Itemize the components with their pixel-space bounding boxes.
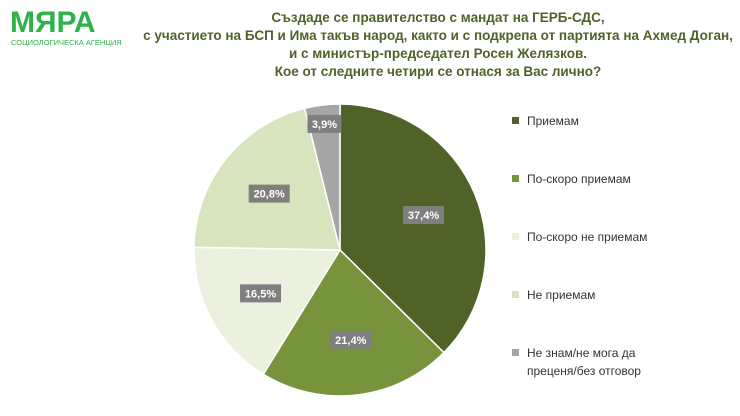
chart-title: Кое от следните четири се отнася за Вас … (275, 64, 601, 79)
pie-slice (262, 248, 445, 397)
value-label: 37,4% (408, 210, 439, 222)
legend-swatch (512, 117, 519, 124)
chart-title: с участието на БСП и Има такъв народ, ка… (143, 28, 733, 43)
value-label: 21,4% (335, 335, 366, 347)
pie-slice (193, 107, 341, 251)
legend-label: По-скоро приемам (527, 172, 631, 186)
value-label-bg (240, 284, 282, 303)
legend-item: Не знам/не мога да преценя/без отговор (512, 344, 657, 380)
value-label-bg (403, 206, 445, 225)
value-label: 3,9% (312, 119, 337, 131)
legend-swatch (512, 349, 519, 356)
value-label-bg (330, 330, 372, 349)
value-label: 20,8% (254, 189, 285, 201)
pie-slice (339, 103, 487, 354)
logo-name: МЯРА (10, 6, 96, 39)
legend-swatch (512, 233, 519, 240)
legend-label: По-скоро не приемам (527, 230, 648, 244)
legend-item: По-скоро приемам (512, 170, 657, 188)
legend-label: Не знам/не мога да преценя/без отговор (527, 346, 641, 378)
legend-label: Не приемам (527, 288, 596, 302)
pie-slice (303, 103, 341, 251)
logo-tagline: СОЦИОЛОГИЧЕСКА АГЕНЦИЯ (11, 38, 122, 47)
value-label-bg (307, 114, 342, 133)
legend-swatch (512, 291, 519, 298)
pie-slice (193, 246, 342, 376)
legend-item: Приемам (512, 112, 657, 130)
value-label-bg (248, 184, 290, 203)
legend-label: Приемам (527, 114, 579, 128)
legend-item: По-скоро не приемам (512, 228, 657, 246)
legend-swatch (512, 175, 519, 182)
chart-title: Създаде се правителство с мандат на ГЕРБ… (271, 10, 604, 25)
legend-item: Не приемам (512, 286, 657, 304)
chart-title: и с министър-председател Росен Желязков. (289, 46, 587, 61)
value-label: 16,5% (245, 288, 276, 300)
